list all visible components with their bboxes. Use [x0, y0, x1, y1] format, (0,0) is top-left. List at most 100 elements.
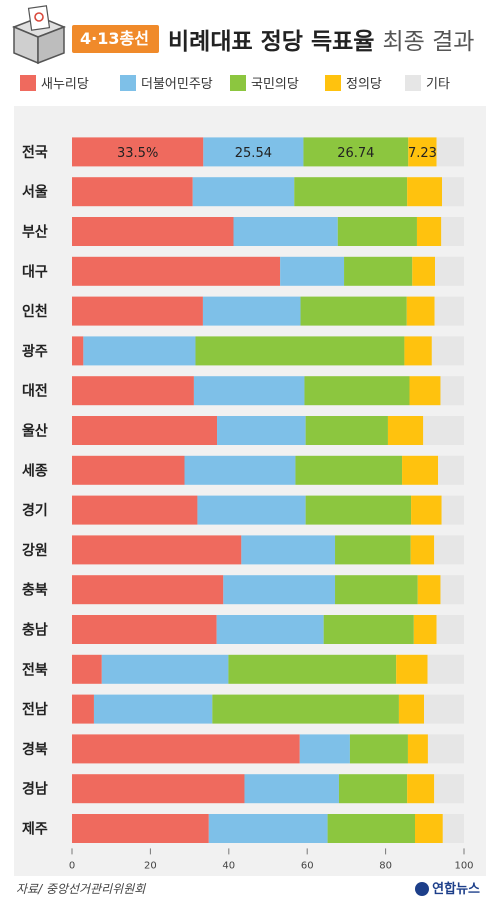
- bar-segment-16-3: [407, 774, 435, 804]
- bar-segment-12-1: [216, 615, 324, 644]
- bar-segment-16-2: [338, 774, 408, 804]
- bar-segment-16-4: [434, 774, 464, 804]
- header: 4·13총선 비례대표 정당 득표율 최종 결과: [0, 0, 500, 70]
- bar-segment-4-4: [434, 296, 464, 326]
- bar-segment-10-3: [410, 535, 435, 565]
- ballot-box-icon: [11, 5, 67, 65]
- bar-segment-13-2: [228, 654, 397, 684]
- bar-segment-7-1: [217, 416, 306, 445]
- bar-segment-5-0: [72, 336, 84, 366]
- bar-segment-15-0: [72, 734, 300, 764]
- bar-segment-0-0: [72, 137, 204, 167]
- bar-segment-14-1: [93, 694, 213, 724]
- bar-segment-8-2: [295, 455, 403, 485]
- bar-segment-15-3: [407, 734, 428, 764]
- bar-segment-1-0: [72, 177, 193, 207]
- bar-segment-9-3: [411, 495, 442, 525]
- election-badge: 4·13총선: [72, 25, 159, 53]
- data-label-1: 25.54: [235, 146, 272, 161]
- bar-segment-7-2: [305, 416, 388, 445]
- bar-segment-13-1: [101, 654, 229, 684]
- row-label-12: 충남: [22, 622, 48, 639]
- bar-segment-2-4: [441, 217, 464, 246]
- bar-segment-8-1: [184, 455, 296, 485]
- source-note: 자료/ 중앙선거관리위원회: [16, 882, 146, 896]
- bar-segment-2-2: [337, 217, 417, 246]
- x-tick-label-0: 0: [69, 860, 75, 871]
- bar-segment-8-0: [72, 455, 185, 485]
- bar-segment-9-1: [197, 495, 306, 525]
- bar-segment-11-0: [72, 575, 224, 605]
- legend-label: 더불어민주당: [141, 77, 213, 92]
- legend-label: 국민의당: [251, 77, 299, 92]
- bar-segment-17-2: [327, 814, 415, 843]
- legend-label: 새누리당: [41, 77, 89, 92]
- bar-segment-5-1: [83, 336, 196, 366]
- legend-swatch: [230, 75, 246, 91]
- bar-segment-3-1: [280, 256, 345, 286]
- x-tick-label-1: 20: [144, 860, 157, 871]
- row-label-6: 대전: [22, 383, 48, 400]
- data-label-2: 26.74: [337, 146, 374, 161]
- row-label-17: 제주: [22, 822, 48, 838]
- legend-swatch: [120, 75, 136, 91]
- row-label-14: 전남: [22, 701, 48, 718]
- row-label-16: 경남: [22, 781, 48, 798]
- legend-swatch: [325, 75, 341, 91]
- yonhap-logo-icon: [415, 881, 430, 896]
- bar-segment-10-1: [241, 535, 336, 565]
- bar-segment-6-2: [304, 376, 410, 406]
- title-main: 비례대표 정당 득표율: [168, 29, 375, 55]
- legend: 새누리당 더불어민주당 국민의당 정의당 기타: [20, 74, 485, 96]
- bar-segment-9-0: [72, 495, 198, 525]
- row-label-15: 경북: [22, 741, 48, 758]
- bar-segment-17-4: [442, 814, 464, 843]
- bar-segment-0-3: [408, 137, 437, 167]
- x-tick-label-3: 60: [301, 860, 314, 871]
- bar-segment-11-1: [223, 575, 336, 605]
- row-label-10: 강원: [22, 542, 48, 559]
- legend-item-minju: 더불어민주당: [120, 74, 213, 96]
- bar-segment-11-2: [335, 575, 418, 605]
- bar-segment-5-2: [195, 336, 405, 366]
- bar-segment-4-2: [300, 296, 407, 326]
- bar-segment-12-2: [323, 615, 414, 644]
- logo-text: 연합뉴스: [432, 882, 480, 897]
- bar-segment-15-4: [427, 734, 464, 764]
- legend-item-gukmin: 국민의당: [230, 74, 299, 96]
- row-label-1: 서울: [22, 184, 48, 201]
- bar-segment-10-2: [335, 535, 411, 565]
- row-label-0: 전국: [22, 144, 48, 161]
- row-label-2: 부산: [22, 224, 48, 241]
- page-title: 비례대표 정당 득표율 최종 결과: [168, 22, 474, 56]
- data-label-0: 33.5%: [117, 146, 158, 161]
- bar-segment-16-0: [72, 774, 245, 804]
- bar-segment-7-0: [72, 416, 218, 445]
- bar-segment-13-0: [72, 654, 102, 684]
- bar-segment-3-4: [434, 256, 464, 286]
- bar-segment-6-3: [409, 376, 441, 406]
- bar-segment-3-2: [344, 256, 413, 286]
- legend-item-jeongui: 정의당: [325, 74, 382, 96]
- chart-panel: 전국 서울 부산 대구 인천 광주 대전 울산 세종 경기 강원 충북 충남 전북 전남 경북 경남 제주 33.5…: [14, 106, 486, 876]
- row-label-5: 광주: [22, 343, 48, 360]
- bar-segment-2-3: [416, 217, 442, 246]
- bar-segment-1-4: [442, 177, 464, 207]
- bar-segment-15-1: [299, 734, 350, 764]
- bar-segment-7-4: [423, 416, 464, 445]
- bar-segment-15-2: [349, 734, 408, 764]
- bar-segment-7-3: [387, 416, 424, 445]
- bar-segment-14-3: [398, 694, 425, 724]
- x-tick-label-4: 80: [379, 860, 392, 871]
- bar-segment-0-2: [303, 137, 409, 167]
- legend-swatch: [20, 75, 36, 91]
- bar-segment-1-2: [294, 177, 408, 207]
- bar-segment-8-3: [402, 455, 439, 485]
- bar-segment-4-3: [406, 296, 435, 326]
- bar-segment-13-3: [396, 654, 428, 684]
- bar-segment-0-4: [436, 137, 464, 167]
- bar-segment-14-4: [424, 694, 464, 724]
- bar-segment-8-4: [438, 455, 464, 485]
- bar-segment-4-0: [72, 296, 203, 326]
